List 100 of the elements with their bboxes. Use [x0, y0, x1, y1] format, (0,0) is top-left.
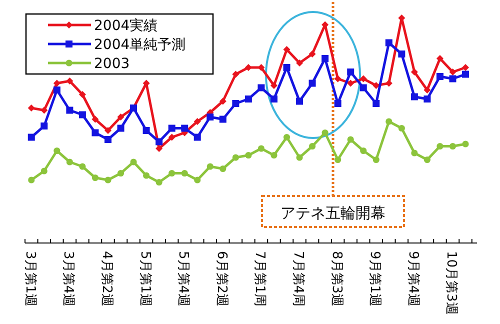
point: [308, 142, 316, 150]
x-tick-label: 3月第1週: [22, 251, 38, 307]
point: [270, 152, 278, 159]
point: [322, 129, 328, 136]
x-tick-label: 9月第1週: [367, 251, 382, 307]
point: [232, 100, 240, 107]
point: [168, 134, 176, 141]
point: [194, 134, 201, 141]
point: [347, 68, 354, 76]
point: [117, 124, 124, 132]
point: [117, 170, 124, 177]
point: [347, 80, 354, 87]
point: [104, 127, 112, 134]
point: [258, 64, 265, 71]
point: [232, 70, 240, 78]
point: [296, 98, 304, 105]
x-tick-label: 7月第1周: [252, 251, 268, 307]
point: [156, 138, 163, 146]
point: [156, 145, 163, 152]
point: [386, 118, 392, 125]
point: [334, 75, 342, 82]
point: [410, 93, 418, 100]
point: [296, 154, 303, 161]
x-tick-label: 5月第1週: [137, 251, 152, 307]
point: [142, 127, 150, 134]
point: [372, 156, 380, 164]
point: [53, 86, 60, 94]
point: [411, 150, 418, 156]
point: [117, 114, 124, 120]
point: [28, 134, 35, 141]
point: [219, 98, 226, 105]
point: [40, 168, 48, 174]
x-tick-label: 10月第3週: [444, 251, 459, 315]
point: [156, 178, 162, 186]
point: [462, 64, 470, 71]
point: [220, 165, 226, 172]
point: [372, 100, 380, 107]
point: [385, 39, 392, 46]
point: [258, 84, 265, 92]
point: [78, 91, 86, 98]
point: [66, 78, 74, 84]
point: [232, 154, 239, 161]
point: [66, 158, 73, 166]
point: [28, 104, 35, 112]
point: [398, 124, 405, 132]
point: [436, 73, 444, 80]
point: [410, 68, 418, 76]
point: [449, 68, 456, 76]
point: [79, 163, 86, 170]
point: [360, 75, 367, 82]
point: [130, 158, 137, 166]
point: [54, 147, 60, 154]
point: [270, 82, 278, 89]
point: [424, 96, 431, 102]
point: [308, 80, 316, 87]
point: [258, 145, 265, 152]
legend-label: 2004単純予測: [94, 37, 186, 53]
point: [334, 100, 342, 107]
point: [462, 70, 470, 78]
point: [66, 106, 74, 114]
point: [322, 55, 329, 62]
point: [308, 50, 316, 58]
annotation: アテネ五輪開幕: [280, 204, 386, 222]
point: [168, 124, 176, 132]
point: [168, 170, 176, 177]
point: [28, 176, 35, 184]
point: [385, 80, 392, 87]
point: [462, 140, 469, 148]
point: [92, 129, 99, 136]
x-tick-label: 5月第4週: [176, 251, 191, 307]
point: [296, 60, 304, 66]
point: [53, 80, 60, 87]
point: [143, 172, 150, 179]
point: [283, 64, 290, 71]
point: [436, 142, 444, 150]
point: [181, 124, 188, 132]
point: [206, 163, 214, 170]
x-tick-label: 6月第2週: [214, 251, 229, 307]
point: [244, 64, 252, 71]
point: [283, 134, 290, 141]
point: [40, 106, 48, 114]
x-tick-label: 3月第4週: [60, 251, 76, 307]
x-tick-label: 7月第4周: [290, 251, 306, 307]
point: [245, 152, 252, 159]
point: [104, 176, 112, 184]
point: [194, 176, 201, 184]
point: [449, 75, 456, 82]
point: [219, 116, 226, 123]
point: [398, 50, 406, 58]
point: [424, 156, 431, 164]
point: [104, 136, 112, 143]
x-tick-label: 8月第3週: [328, 251, 344, 307]
point: [206, 114, 214, 120]
x-tick-label: 4月第2週: [99, 251, 114, 307]
point: [436, 55, 444, 62]
point: [334, 156, 342, 164]
x-tick-label: 9月第4週: [405, 251, 420, 307]
point: [360, 84, 367, 92]
point: [181, 170, 188, 177]
point: [270, 96, 278, 102]
